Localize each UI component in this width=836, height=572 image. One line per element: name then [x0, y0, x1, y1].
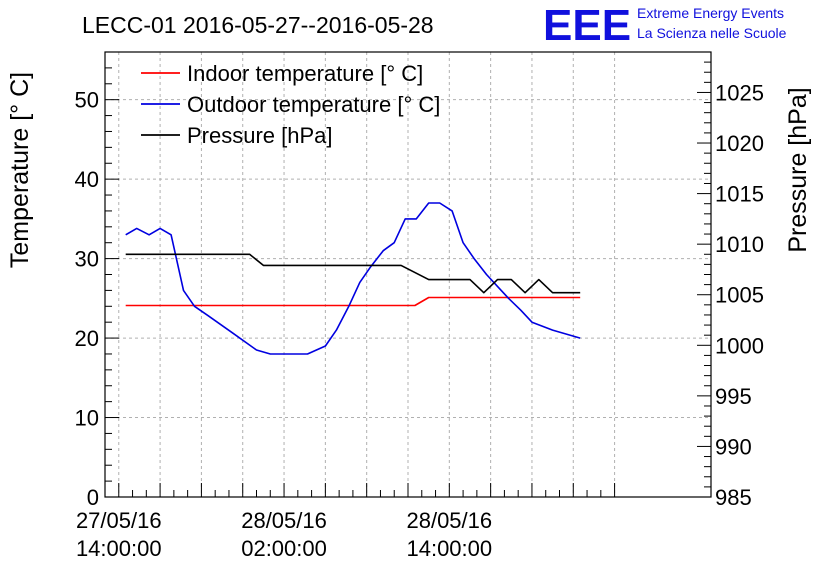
y-tick-label: 50	[75, 88, 99, 113]
x-tick-label-time: 14:00:00	[406, 536, 492, 561]
x-tick-label-date: 28/05/16	[406, 508, 492, 533]
y-tick-label: 30	[75, 247, 99, 272]
y2-tick-label: 985	[715, 485, 752, 510]
plot-series	[125, 202, 581, 355]
y2-tick-label: 1015	[715, 182, 764, 207]
y2-tick-label: 1025	[715, 80, 764, 105]
logo-line-1: Extreme Energy Events	[637, 5, 784, 21]
y-tick-label: 10	[75, 406, 99, 431]
legend-label-2: Pressure [hPa]	[187, 123, 333, 148]
y-tick-label: 20	[75, 326, 99, 351]
legend-label-0: Indoor temperature [° C]	[187, 61, 423, 86]
chart-title: LECC-01 2016-05-27--2016-05-28	[82, 12, 434, 38]
x-tick-label-time: 02:00:00	[241, 536, 327, 561]
y2-tick-label: 995	[715, 384, 752, 409]
y-axis-label: Temperature [° C]	[6, 72, 34, 268]
grid	[105, 52, 711, 497]
legend-label-1: Outdoor temperature [° C]	[187, 92, 440, 117]
axis-ticks: 0102030405098599099510001005101010151020…	[75, 51, 764, 561]
eee-logo: EEE Extreme Energy Events La Scienza nel…	[543, 1, 787, 50]
series-line-1	[125, 202, 581, 355]
x-tick-label-date: 28/05/16	[241, 508, 327, 533]
logo-line-2: La Scienza nelle Scuole	[637, 25, 787, 41]
y-tick-label: 40	[75, 167, 99, 192]
y2-tick-label: 990	[715, 434, 752, 459]
legend: Indoor temperature [° C] Outdoor temperat…	[141, 61, 440, 148]
x-tick-label-time: 14:00:00	[76, 536, 162, 561]
series-line-0	[125, 296, 581, 307]
y2-axis-label: Pressure [hPa]	[784, 87, 812, 252]
y-tick-label: 0	[87, 485, 99, 510]
x-tick-label-date: 27/05/16	[76, 508, 162, 533]
series-line-2	[125, 253, 581, 294]
y2-tick-label: 1000	[715, 333, 764, 358]
logo-mark: EEE	[543, 1, 631, 50]
y2-tick-label: 1005	[715, 283, 764, 308]
y2-tick-label: 1010	[715, 232, 764, 257]
y2-tick-label: 1020	[715, 131, 764, 156]
